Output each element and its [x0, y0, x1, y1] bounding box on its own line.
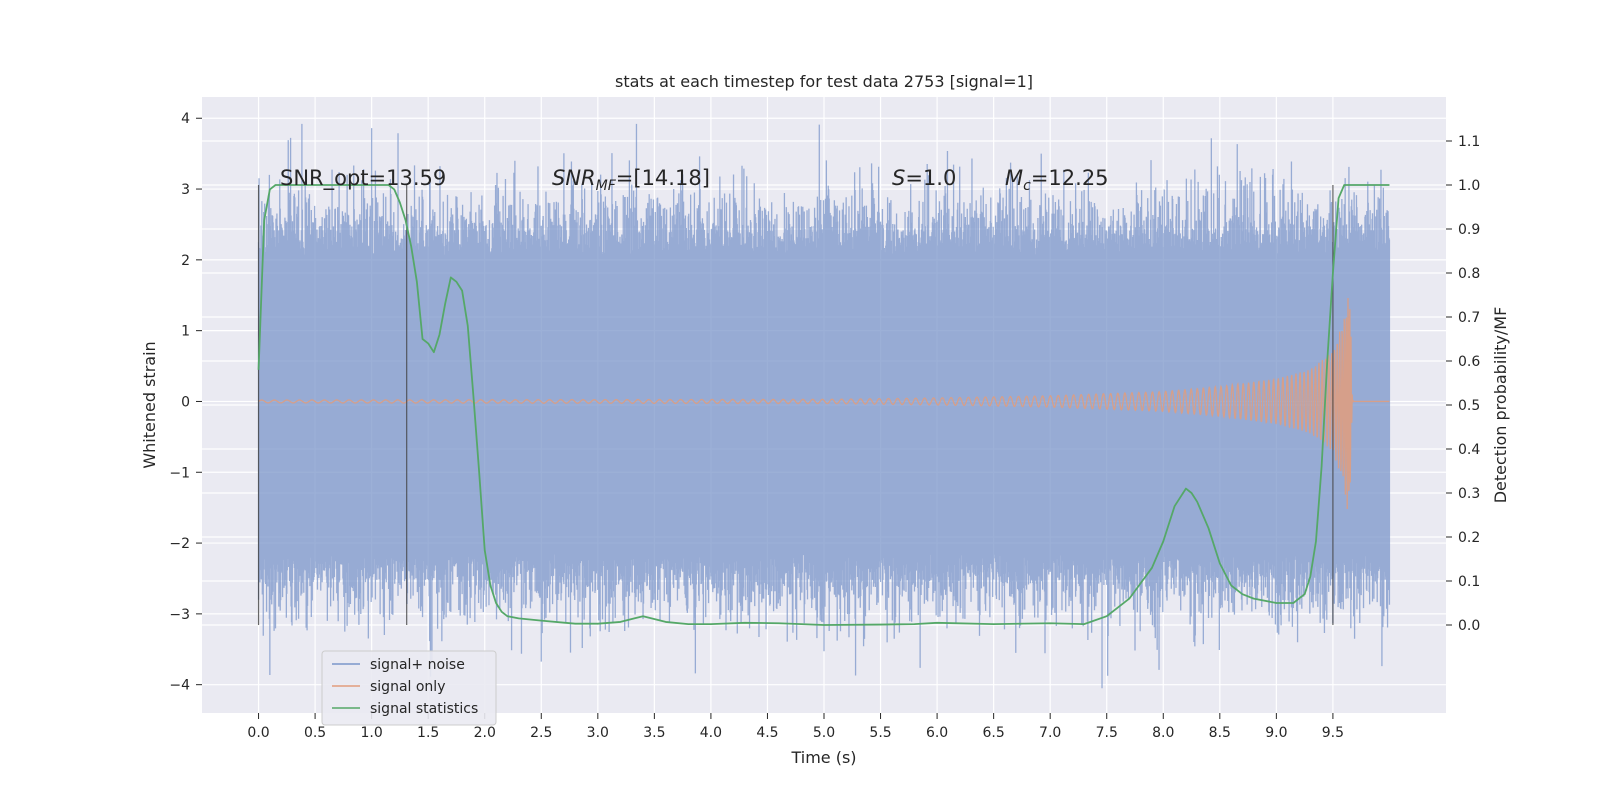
x-tick-label: 5.5: [869, 725, 891, 741]
snr-mf-symbol: SNR: [552, 166, 596, 190]
x-tick-label: 0.5: [304, 725, 326, 741]
x-tick-label: 2.5: [530, 725, 552, 741]
y-left-tick-label: −3: [169, 607, 190, 623]
snr-opt-annotation: SNR_opt=13.59: [280, 166, 446, 191]
x-tick-label: 8.0: [1152, 725, 1174, 741]
y-axis-right-ticks: 0.0 0.1 0.2 0.3 0.4 0.5 0.6 0.7 0.8 0.9 1.0 1.1: [1446, 134, 1480, 634]
vertical-markers: [257, 185, 1334, 625]
y-axis-left-label: Whitened strain: [140, 341, 159, 468]
legend-label-stats: signal statistics: [370, 701, 478, 717]
x-axis-label: Time (s): [790, 748, 856, 767]
legend-label-signal: signal only: [370, 679, 445, 695]
y-right-tick-label: 0.6: [1458, 354, 1480, 370]
s-value: =1.0: [905, 166, 956, 190]
x-tick-label: 1.5: [417, 725, 439, 741]
s-annotation: S=1.0: [892, 166, 956, 190]
snr-mf-annotation: SNRMF=[14.18]: [552, 166, 710, 194]
y-right-tick-label: 0.5: [1458, 398, 1480, 414]
x-tick-label: 6.0: [926, 725, 948, 741]
y-right-tick-label: 0.7: [1458, 310, 1480, 326]
x-tick-label: 4.0: [700, 725, 722, 741]
y-left-tick-label: 4: [181, 111, 190, 127]
signal-statistics-series: [257, 184, 1390, 626]
y-axis-left-ticks: −4 −3 −2 −1 0 1 2 3 4: [169, 111, 202, 694]
y-right-tick-label: 0.9: [1458, 222, 1480, 238]
y-right-tick-label: 1.1: [1458, 134, 1480, 150]
legend-box: [321, 650, 497, 726]
s-symbol: S: [892, 166, 905, 190]
y-left-tick-label: −2: [169, 536, 190, 552]
y-axis-right-label: Detection probability/MF: [1491, 307, 1510, 504]
legend: signal+ noise signal only signal statist…: [321, 650, 497, 726]
y-right-tick-label: 1.0: [1458, 178, 1480, 194]
y-right-tick-label: 0.8: [1458, 266, 1480, 282]
y-right-tick-label: 0.2: [1458, 530, 1480, 546]
y-right-tick-label: 0.0: [1458, 618, 1480, 634]
y-left-tick-label: −4: [169, 678, 190, 694]
mc-subscript: c: [1023, 178, 1031, 194]
mc-value: =12.25: [1031, 166, 1109, 190]
x-tick-label: 1.0: [361, 725, 383, 741]
x-tick-label: 2.0: [474, 725, 496, 741]
x-tick-label: 8.5: [1209, 725, 1231, 741]
snr-mf-value: =[14.18]: [616, 166, 710, 190]
x-axis-ticks: 0.0 0.5 1.0 1.5 2.0 2.5 3.0 3.5 4.0 4.5 5.0 5.5 6.0 6…: [247, 713, 1344, 741]
y-right-tick-label: 0.1: [1458, 574, 1480, 590]
y-left-tick-label: 3: [181, 182, 190, 198]
x-tick-label: 7.5: [1096, 725, 1118, 741]
y-right-tick-label: 0.3: [1458, 486, 1480, 502]
mc-annotation: Mc=12.25: [1005, 166, 1109, 194]
y-left-tick-label: −1: [169, 465, 190, 481]
x-tick-label: 9.5: [1322, 725, 1344, 741]
snr-mf-subscript: MF: [596, 178, 617, 194]
x-tick-label: 3.5: [643, 725, 665, 741]
x-tick-label: 6.5: [983, 725, 1005, 741]
y-right-tick-label: 0.4: [1458, 442, 1480, 458]
y-left-tick-label: 0: [181, 394, 190, 410]
mc-symbol: M: [1005, 166, 1023, 190]
x-tick-label: 9.0: [1265, 725, 1287, 741]
y-left-tick-label: 2: [181, 253, 190, 269]
legend-label-noise: signal+ noise: [370, 657, 465, 673]
x-tick-label: 0.0: [247, 725, 269, 741]
x-tick-label: 3.0: [587, 725, 609, 741]
signal-only-line: [258, 297, 1390, 510]
x-tick-label: 4.5: [756, 725, 778, 741]
chart-title: stats at each timestep for test data 275…: [615, 72, 1033, 91]
x-tick-label: 7.0: [1039, 725, 1061, 741]
signal-statistics-line: [257, 184, 1390, 626]
y-left-tick-label: 1: [181, 324, 190, 340]
signal-only-series: [258, 297, 1390, 510]
x-tick-label: 5.0: [813, 725, 835, 741]
